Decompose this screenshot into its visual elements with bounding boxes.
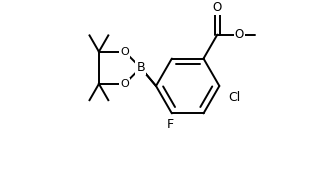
Text: F: F [166,118,173,131]
Text: O: O [213,1,222,14]
Text: B: B [136,61,145,74]
Text: O: O [120,79,129,89]
Text: Cl: Cl [228,91,241,104]
Text: O: O [120,47,129,57]
Text: O: O [235,28,244,41]
